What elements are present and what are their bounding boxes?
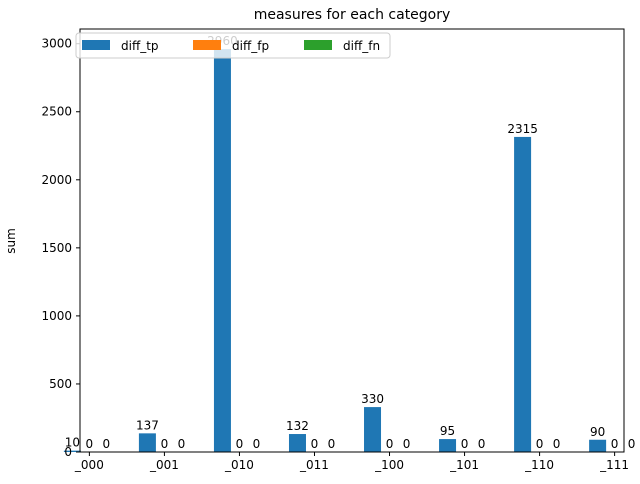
y-tick-label: 0 xyxy=(64,445,72,459)
bar-value-label: 0 xyxy=(253,437,261,451)
x-tick-label: _110 xyxy=(524,458,554,472)
x-tick-label: _010 xyxy=(224,458,254,472)
bar-diff_tp-001 xyxy=(138,433,156,452)
legend: diff_tp diff_fp diff_fn xyxy=(75,32,391,59)
bar-value-label: 0 xyxy=(328,437,336,451)
x-axis: _000 _001 _010 _011 _100 _101 _110 _111 xyxy=(74,452,629,472)
x-tick-label: _111 xyxy=(599,458,629,472)
x-tick-label: _000 xyxy=(74,458,104,472)
y-tick-label: 2000 xyxy=(41,173,72,187)
legend-box xyxy=(75,32,391,59)
legend-swatch-diff_fn xyxy=(304,40,332,50)
bar-diff_tp-000 xyxy=(63,450,81,452)
bar-diff_tp-011 xyxy=(288,434,306,452)
bar-diff_tp-111 xyxy=(589,439,607,452)
x-tick-label: _101 xyxy=(449,458,479,472)
bar-value-label: 90 xyxy=(590,425,605,439)
bars-group xyxy=(63,49,607,452)
bar-value-label: 0 xyxy=(236,437,244,451)
y-tick-label: 1500 xyxy=(41,241,72,255)
bar-value-label: 132 xyxy=(286,419,309,433)
x-tick-label: _011 xyxy=(299,458,329,472)
x-tick-label: _100 xyxy=(374,458,404,472)
bar-value-label: 0 xyxy=(403,437,411,451)
bar-value-label: 0 xyxy=(553,437,561,451)
legend-swatch-diff_tp xyxy=(82,40,110,50)
y-tick-label: 1000 xyxy=(41,309,72,323)
bar-value-label: 0 xyxy=(161,437,169,451)
bar-value-label: 0 xyxy=(386,437,394,451)
bar-value-label: 10 xyxy=(65,436,80,450)
y-axis: 0 500 1000 1500 2000 2500 3000 xyxy=(41,37,80,459)
bar-value-label: 330 xyxy=(361,392,384,406)
bar-value-label: 0 xyxy=(461,437,469,451)
bar-diff_tp-110 xyxy=(514,136,532,452)
bar-value-label: 0 xyxy=(103,437,111,451)
y-tick-label: 3000 xyxy=(41,37,72,51)
bar-diff_tp-010 xyxy=(213,49,231,452)
bar-value-label: 137 xyxy=(136,418,159,432)
legend-label-diff_fn: diff_fn xyxy=(343,39,380,53)
x-tick-label: _001 xyxy=(149,458,179,472)
y-tick-label: 2500 xyxy=(41,105,72,119)
y-tick-label: 500 xyxy=(49,377,72,391)
bar-diff_tp-101 xyxy=(439,439,457,452)
bar-value-label: 0 xyxy=(536,437,544,451)
y-axis-label: sum xyxy=(4,228,18,254)
bar-diff_tp-100 xyxy=(364,407,382,452)
bar-value-label: 0 xyxy=(478,437,486,451)
legend-label-diff_fp: diff_fp xyxy=(232,39,269,53)
bar-value-label: 0 xyxy=(86,437,94,451)
bar-value-label: 0 xyxy=(628,437,636,451)
bar-value-label: 95 xyxy=(440,424,455,438)
plot-frame xyxy=(79,28,625,453)
chart-title: measures for each category xyxy=(254,7,451,23)
bar-value-label: 2315 xyxy=(507,122,538,136)
legend-swatch-diff_fp xyxy=(193,40,221,50)
bar-value-label: 0 xyxy=(178,437,186,451)
bar-value-label: 0 xyxy=(311,437,319,451)
legend-label-diff_tp: diff_tp xyxy=(121,39,159,53)
bar-value-label: 0 xyxy=(611,437,619,451)
